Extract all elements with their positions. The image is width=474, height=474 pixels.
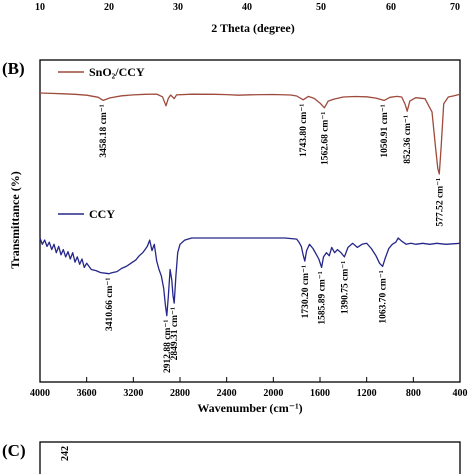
panel-a-remnant: 10 20 30 40 50 60 70 2 Theta (degree) [35, 2, 460, 35]
spectra [39, 92, 461, 317]
x-tick-label: 4000 [30, 388, 50, 399]
legend-ccy: CCY [58, 207, 115, 221]
x-tick-label: 2800 [170, 388, 190, 399]
x-tick-label: 400 [453, 388, 468, 399]
panel-a-x-tick: 20 [104, 2, 114, 13]
x-tick-label: 800 [406, 388, 421, 399]
peak-label: 1063.70 cm⁻¹ [379, 270, 389, 323]
panel-a-x-tick: 70 [450, 2, 460, 13]
x-tick-label: 1200 [357, 388, 377, 399]
x-tick-label: 1600 [310, 388, 330, 399]
panel-a-x-axis-title: 2 Theta (degree) [211, 21, 295, 35]
panel-a-x-tick: 10 [35, 2, 45, 13]
x-axis-title: Wavenumber (cm⁻¹) [197, 401, 302, 415]
panel-a-x-ticks: 10 20 30 40 50 60 70 [35, 2, 460, 13]
peak-label: 1390.75 cm⁻¹ [340, 261, 350, 314]
panel-a-x-tick: 50 [316, 2, 326, 13]
peak-label: 1743.80 cm⁻¹ [299, 104, 309, 157]
y-axis-title: Transmittance (%) [8, 171, 22, 268]
peak-label: 1585.89 cm⁻¹ [318, 271, 328, 324]
panel-a-x-tick: 60 [386, 2, 396, 13]
legend-sno2-ccy: SnO₂/CCY [58, 65, 145, 79]
peak-label: 3458.18 cm⁻¹ [99, 104, 109, 157]
panel-a-x-tick: 40 [242, 2, 252, 13]
panel-c-frame [39, 441, 461, 474]
peak-labels: 3458.18 cm⁻¹ 1743.80 cm⁻¹ 1562.68 cm⁻¹ 1050… [99, 104, 445, 373]
panel-c-letter: (C) [2, 441, 26, 460]
x-tick-label: 3200 [123, 388, 143, 399]
peak-label: 1050.91 cm⁻¹ [380, 104, 390, 157]
peak-label: 577.52 cm⁻¹ [435, 178, 445, 227]
series-ccy-line [39, 237, 461, 317]
x-tick-label: 2000 [263, 388, 283, 399]
peak-label: 1562.68 cm⁻¹ [320, 112, 330, 165]
peak-label: 2912.88 cm⁻¹ [163, 320, 173, 373]
panel-b-frame [39, 59, 461, 383]
x-tick-label: 3600 [77, 388, 97, 399]
x-tick-label: 2400 [217, 388, 237, 399]
series-sno2-ccy-line [39, 92, 461, 175]
peak-label: 852.36 cm⁻¹ [403, 115, 413, 164]
peak-label: 1730.20 cm⁻¹ [301, 265, 311, 318]
legend-label-sno2-ccy: SnO₂/CCY [89, 65, 145, 79]
panel-a-x-tick: 30 [173, 2, 183, 13]
x-axis: 4000 3600 3200 2800 2400 2000 1600 1200 800 400 [30, 377, 468, 399]
panel-b-letter: (B) [2, 59, 25, 78]
panel-b: (B) Transmittance (%) Wavenumber (cm⁻¹) … [2, 59, 468, 415]
legend-label-ccy: CCY [89, 207, 115, 221]
peak-label: 2849.31 cm⁻¹ [170, 307, 180, 360]
peak-label: 3410.66 cm⁻¹ [105, 278, 115, 331]
panel-c-remnant: (C) 242 [2, 441, 461, 474]
panel-c-peak-label: 242 [60, 446, 71, 461]
